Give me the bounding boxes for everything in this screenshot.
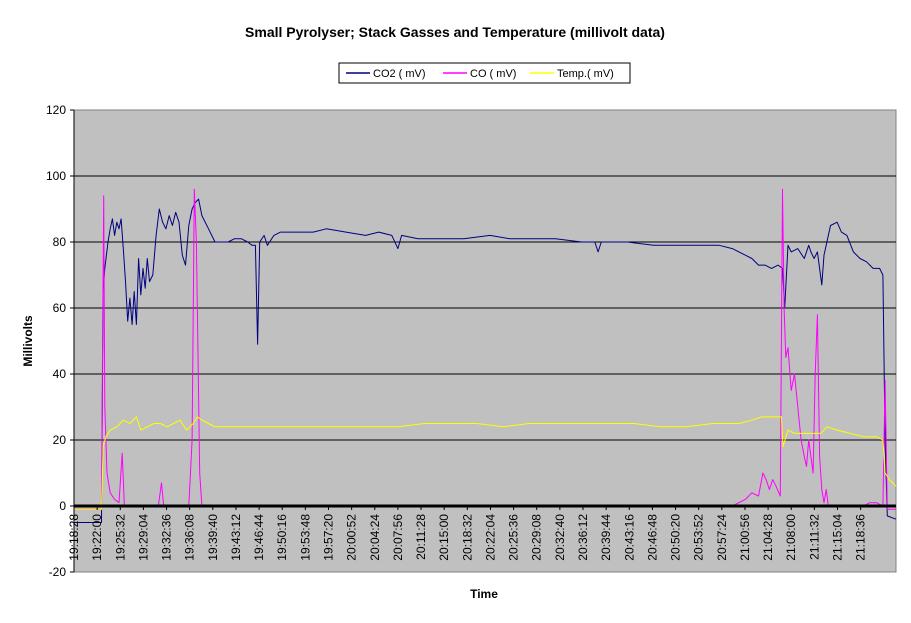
x-tick-label: 21:00:56 xyxy=(738,514,752,561)
y-tick-label: 40 xyxy=(53,367,67,381)
x-tick-label: 20:43:16 xyxy=(622,514,636,561)
x-tick-label: 20:25:36 xyxy=(507,514,521,561)
y-tick-label: 60 xyxy=(53,301,67,315)
series-co-line xyxy=(74,188,896,510)
x-tick-label: 21:08:00 xyxy=(784,514,798,561)
x-tick-label: 20:50:20 xyxy=(669,514,683,561)
plot-area xyxy=(73,109,897,573)
x-tick-label: 20:39:44 xyxy=(599,514,613,561)
x-tick-label: 20:57:24 xyxy=(715,514,729,561)
x-tick-label: 19:22:00 xyxy=(90,514,104,561)
chart-title: Small Pyrolyser; Stack Gasses and Temper… xyxy=(245,24,665,40)
x-tick-label: 20:46:48 xyxy=(645,514,659,561)
axes xyxy=(73,110,896,572)
x-tick-label: 20:04:24 xyxy=(368,514,382,561)
x-tick-label: 19:50:16 xyxy=(275,514,289,561)
x-tick-label: 20:18:32 xyxy=(460,514,474,561)
x-tick-label: 19:46:44 xyxy=(252,514,266,561)
x-tick-label: 19:39:40 xyxy=(206,514,220,561)
x-tick-label: 21:18:36 xyxy=(854,514,868,561)
legend-label-co: CO ( mV) xyxy=(470,68,516,80)
x-tick-label: 20:53:52 xyxy=(692,514,706,561)
y-tick-label: 0 xyxy=(59,499,66,513)
legend-label-co2: CO2 ( mV) xyxy=(373,68,426,80)
y-tick-label: 120 xyxy=(46,103,66,117)
y-tick-labels: -20 0 20 40 60 80 100 120 xyxy=(46,103,74,579)
x-tick-label: 20:22:04 xyxy=(483,514,497,561)
x-tick-label: 19:25:32 xyxy=(113,514,127,561)
y-tick-label: 20 xyxy=(53,433,67,447)
x-tick-label: 20:32:40 xyxy=(553,514,567,561)
legend-box xyxy=(338,62,631,84)
x-tick-label: 19:43:12 xyxy=(229,514,243,561)
x-tick-label: 19:32:36 xyxy=(160,514,174,561)
legend-label-temp: Temp.( mV) xyxy=(557,68,614,80)
x-tick-label: 21:15:04 xyxy=(831,514,845,561)
x-tick-label: 19:53:48 xyxy=(298,514,312,561)
series-co2-line xyxy=(74,198,897,523)
legend: CO2 ( mV) CO ( mV) Temp.( mV) xyxy=(338,62,631,84)
x-tick-label: 20:15:00 xyxy=(437,514,451,561)
x-tick-label: 21:04:28 xyxy=(761,514,775,561)
x-tick-label: 19:18:28 xyxy=(67,514,81,561)
x-tick-label: 19:36:08 xyxy=(183,514,197,561)
x-tick-label: 19:29:04 xyxy=(136,514,150,561)
series-temp-line xyxy=(74,416,897,510)
x-tick-label: 20:00:52 xyxy=(345,514,359,561)
x-tick-label: 19:57:20 xyxy=(322,514,336,561)
y-tick-label: 80 xyxy=(53,235,67,249)
y-axis-title: Millivolts xyxy=(21,315,35,367)
x-tick-label: 21:11:32 xyxy=(807,514,821,560)
x-tick-label: 20:29:08 xyxy=(530,514,544,561)
x-tick-label: 20:36:12 xyxy=(576,514,590,561)
y-tick-label: 100 xyxy=(46,169,66,183)
y-tick-label: -20 xyxy=(49,565,67,579)
x-tick-label: 20:11:28 xyxy=(414,514,428,560)
x-tick-label: 20:07:56 xyxy=(391,514,405,561)
x-tick-labels: 19:18:28 19:22:00 19:25:32 19:29:04 19:32:36… xyxy=(67,506,868,561)
x-axis-title: Time xyxy=(470,587,498,601)
